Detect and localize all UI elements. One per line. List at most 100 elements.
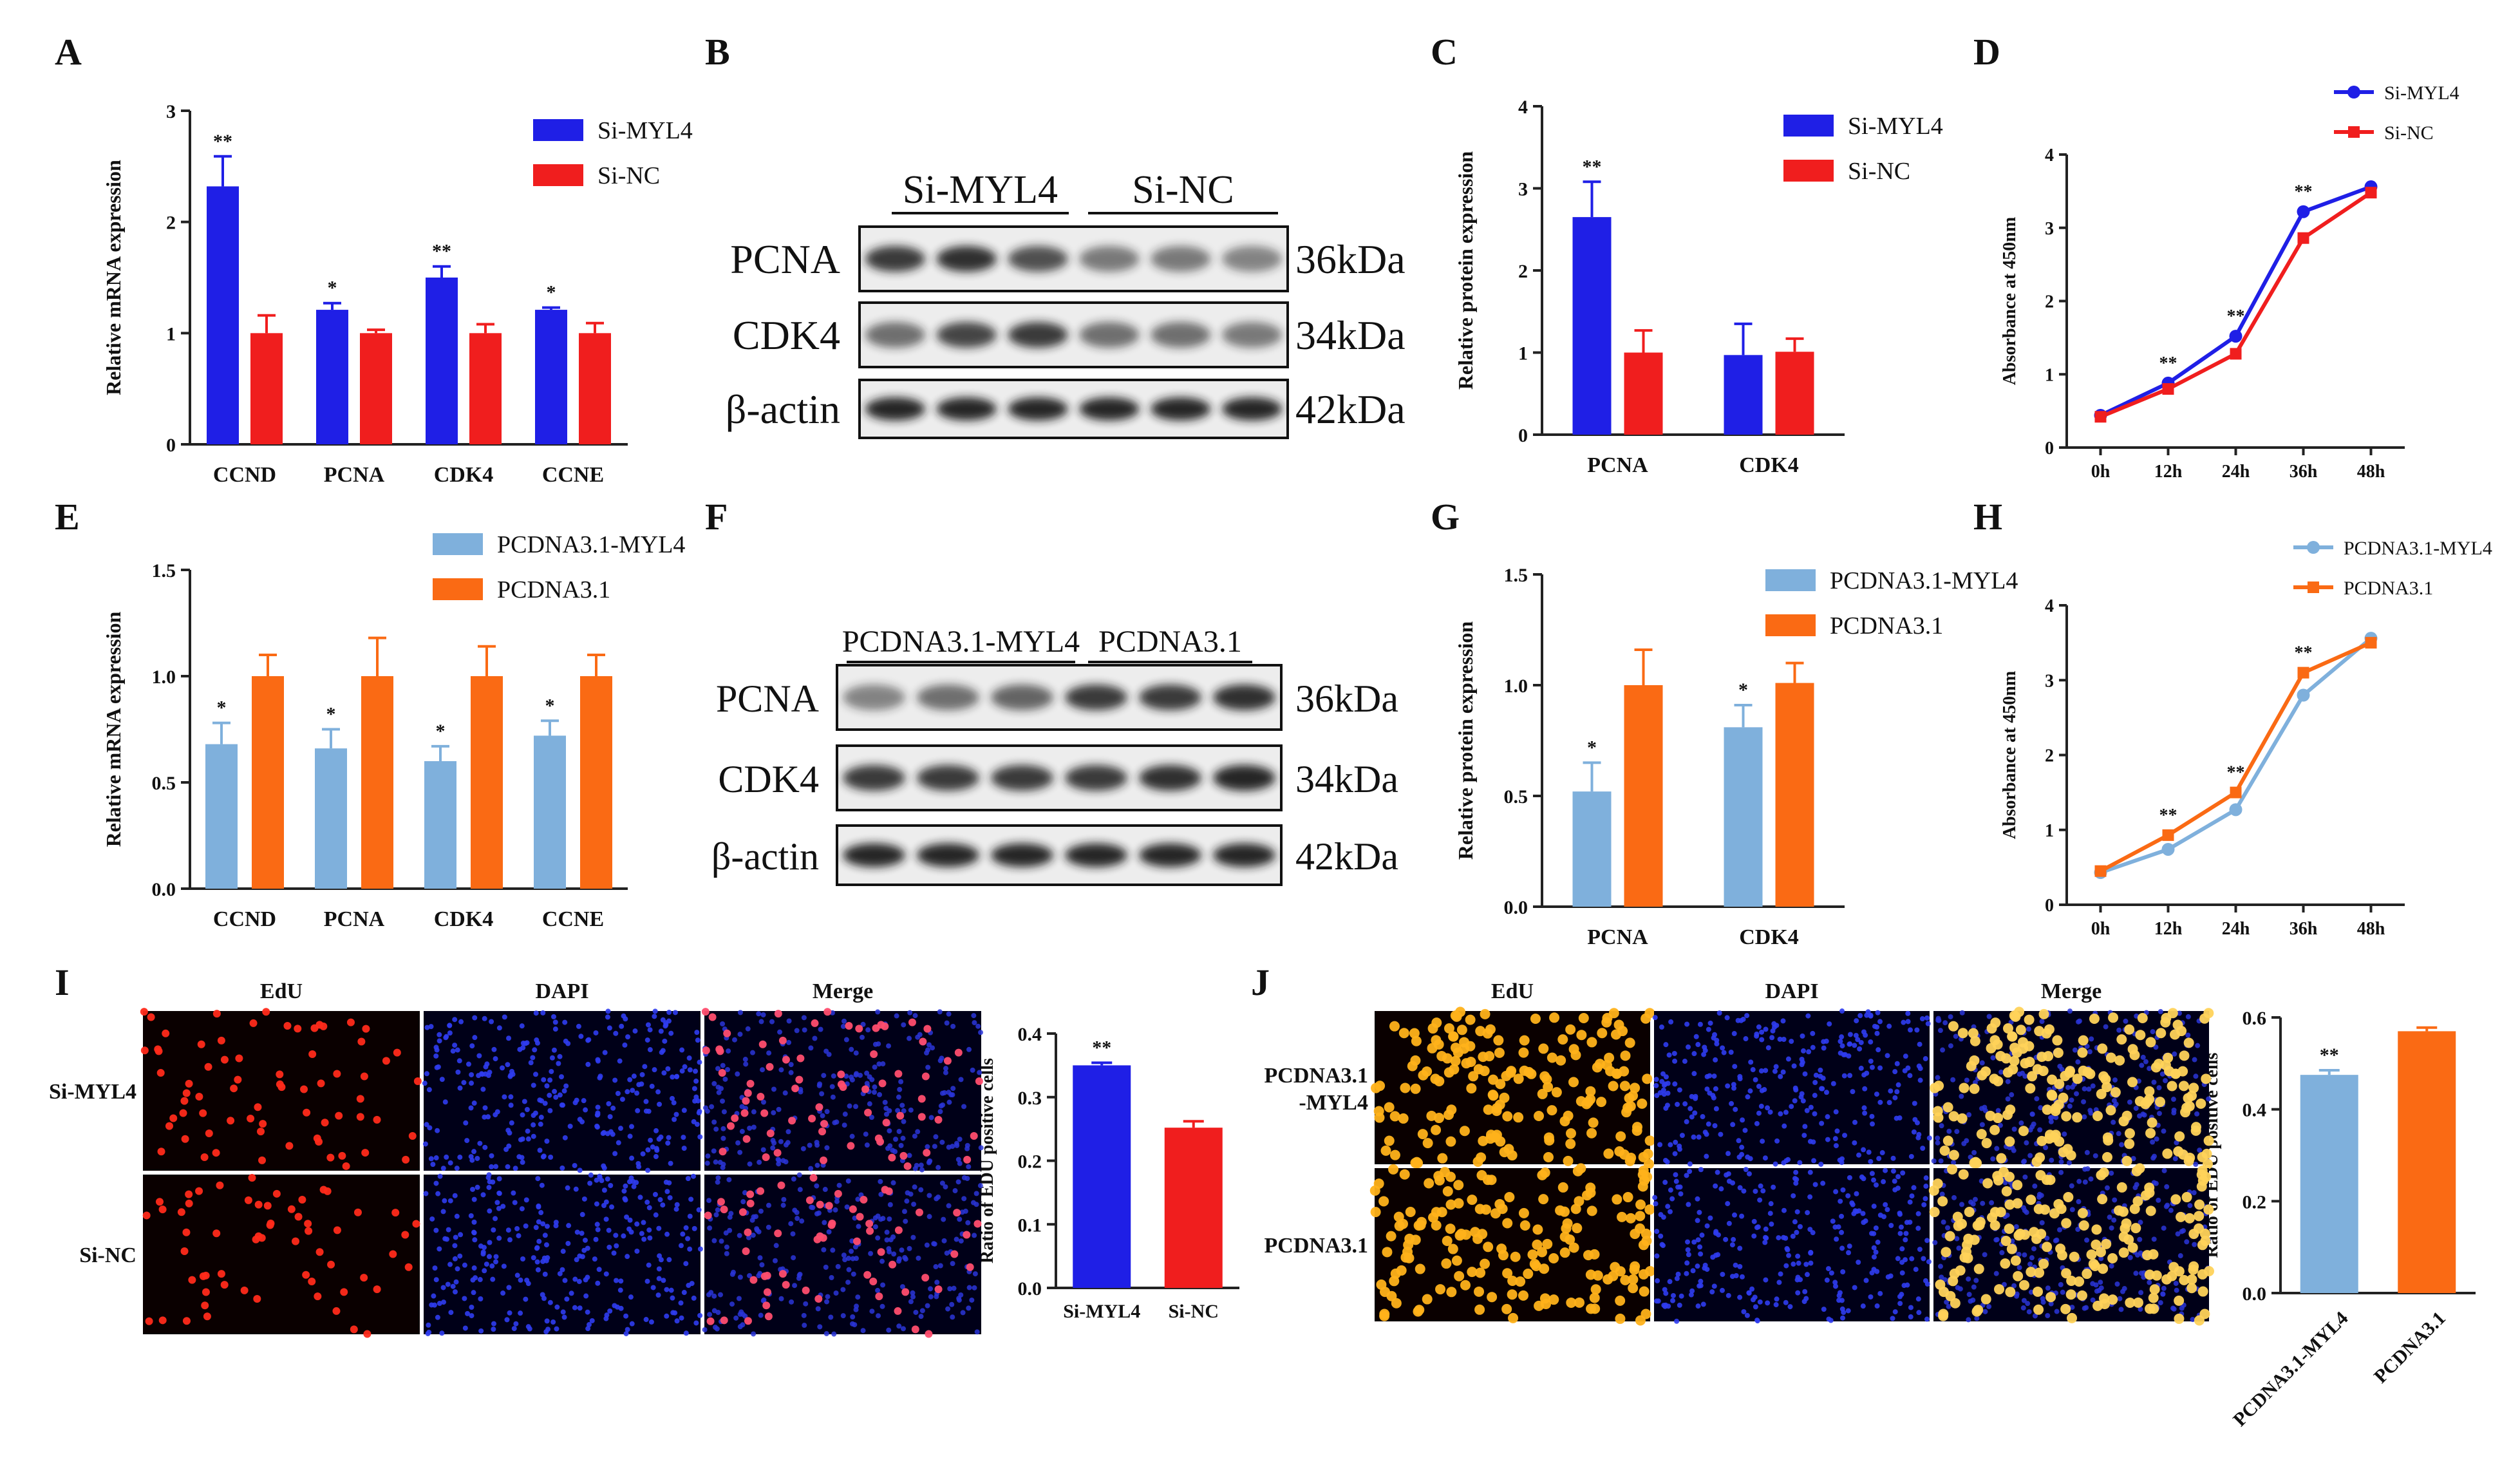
nucleus <box>1742 1128 1748 1133</box>
cell-layer <box>1930 1007 2214 1169</box>
nucleus <box>524 1040 530 1046</box>
edu-cell <box>342 1162 350 1170</box>
nucleus <box>2193 1073 2199 1079</box>
nucleus <box>789 1299 795 1305</box>
nucleus <box>504 1317 510 1323</box>
edu-cell <box>179 1109 187 1117</box>
nucleus <box>720 1135 726 1141</box>
edu-cell <box>1473 1064 1484 1075</box>
edu-cell <box>845 1022 853 1030</box>
nucleus <box>1871 1245 1877 1251</box>
nucleus <box>833 1290 839 1296</box>
edu-cell <box>1948 1111 1959 1122</box>
nucleus <box>2206 1096 2212 1102</box>
nucleus <box>1874 1030 1880 1036</box>
edu-cell <box>356 1095 364 1103</box>
nucleus <box>964 1146 970 1151</box>
nucleus <box>520 1159 525 1165</box>
nucleus <box>1899 1270 1905 1276</box>
nucleus <box>457 1253 463 1259</box>
nucleus <box>550 1014 556 1019</box>
nucleus <box>1707 1090 1713 1096</box>
edu-cell <box>1989 1035 2000 1046</box>
nucleus <box>2191 1190 2197 1196</box>
edu-cell <box>855 1025 863 1033</box>
nucleus <box>901 1022 907 1028</box>
edu-cell <box>1547 1105 1557 1116</box>
nucleus <box>885 1146 890 1151</box>
edu-cell <box>1374 1112 1385 1123</box>
nucleus <box>1849 1200 1855 1206</box>
blot-row-label: PCNA <box>716 677 819 720</box>
edu-cell <box>1502 1268 1513 1279</box>
nucleus <box>514 1272 520 1278</box>
edu-cell <box>1980 1294 1991 1305</box>
protein-band <box>1065 765 1127 791</box>
nucleus <box>1774 1296 1780 1302</box>
edu-cell <box>1534 1111 1545 1122</box>
blot-group-label: Si-NC <box>1132 168 1234 212</box>
nucleus <box>1941 1219 1946 1225</box>
nucleus <box>972 1020 977 1026</box>
nucleus <box>1654 1093 1660 1099</box>
nucleus <box>567 1123 573 1129</box>
nucleus <box>875 1235 881 1241</box>
nucleus <box>508 1102 514 1108</box>
legend-swatch <box>1765 614 1816 636</box>
edu-cell <box>2092 1111 2103 1122</box>
nucleus <box>661 1278 666 1283</box>
nucleus <box>426 1087 432 1093</box>
edu-cell <box>2026 1267 2036 1278</box>
nucleus <box>1733 1106 1738 1112</box>
nucleus <box>1836 1298 1842 1303</box>
nucleus <box>666 1010 672 1016</box>
bar <box>316 310 348 444</box>
nucleus <box>926 1214 932 1220</box>
nucleus <box>1857 1046 1863 1052</box>
nucleus <box>646 1108 652 1114</box>
edu-cell <box>782 1281 790 1289</box>
nucleus <box>1908 1153 1914 1159</box>
nucleus <box>945 1306 951 1312</box>
nucleus <box>665 1140 671 1146</box>
nucleus <box>781 1196 787 1202</box>
edu-cell <box>1589 1249 1600 1260</box>
nucleus <box>2177 1253 2183 1259</box>
edu-cell <box>1574 1297 1585 1308</box>
edu-cell <box>2072 1112 2083 1123</box>
y-tick-label: 0.2 <box>2243 1191 2267 1213</box>
edu-cell <box>2096 1088 2107 1099</box>
nucleus <box>2090 1281 2096 1287</box>
edu-cell <box>2194 1211 2205 1222</box>
nucleus <box>928 1286 934 1292</box>
nucleus <box>972 1285 977 1290</box>
edu-cell <box>782 1055 790 1064</box>
edu-cell <box>2054 1079 2065 1090</box>
nucleus <box>447 1030 453 1036</box>
nucleus <box>907 1035 912 1041</box>
edu-cell <box>1597 1028 1608 1039</box>
x-tick-label: PCNA <box>1587 925 1648 949</box>
data-point <box>2365 187 2377 199</box>
edu-cell <box>917 1113 926 1121</box>
nucleus <box>1659 1079 1665 1084</box>
nucleus <box>711 1148 717 1154</box>
edu-cell <box>1570 1204 1581 1215</box>
nucleus <box>572 1276 578 1282</box>
nucleus <box>1670 1292 1676 1298</box>
edu-cell <box>1431 1035 1442 1046</box>
nucleus <box>1737 1245 1743 1251</box>
nucleus <box>538 1121 543 1127</box>
nucleus <box>2082 1114 2087 1120</box>
nucleus <box>828 1314 834 1320</box>
nucleus <box>576 1279 582 1285</box>
blot-size-label: 36kDa <box>1295 677 1398 720</box>
nucleus <box>853 1307 859 1312</box>
nucleus <box>1736 1154 1742 1160</box>
edu-cell <box>1637 1181 1648 1192</box>
nucleus <box>937 1109 943 1115</box>
edu-cell <box>2148 1292 2159 1303</box>
nucleus <box>496 1176 502 1182</box>
nucleus <box>715 1179 720 1185</box>
nucleus <box>978 1030 984 1035</box>
